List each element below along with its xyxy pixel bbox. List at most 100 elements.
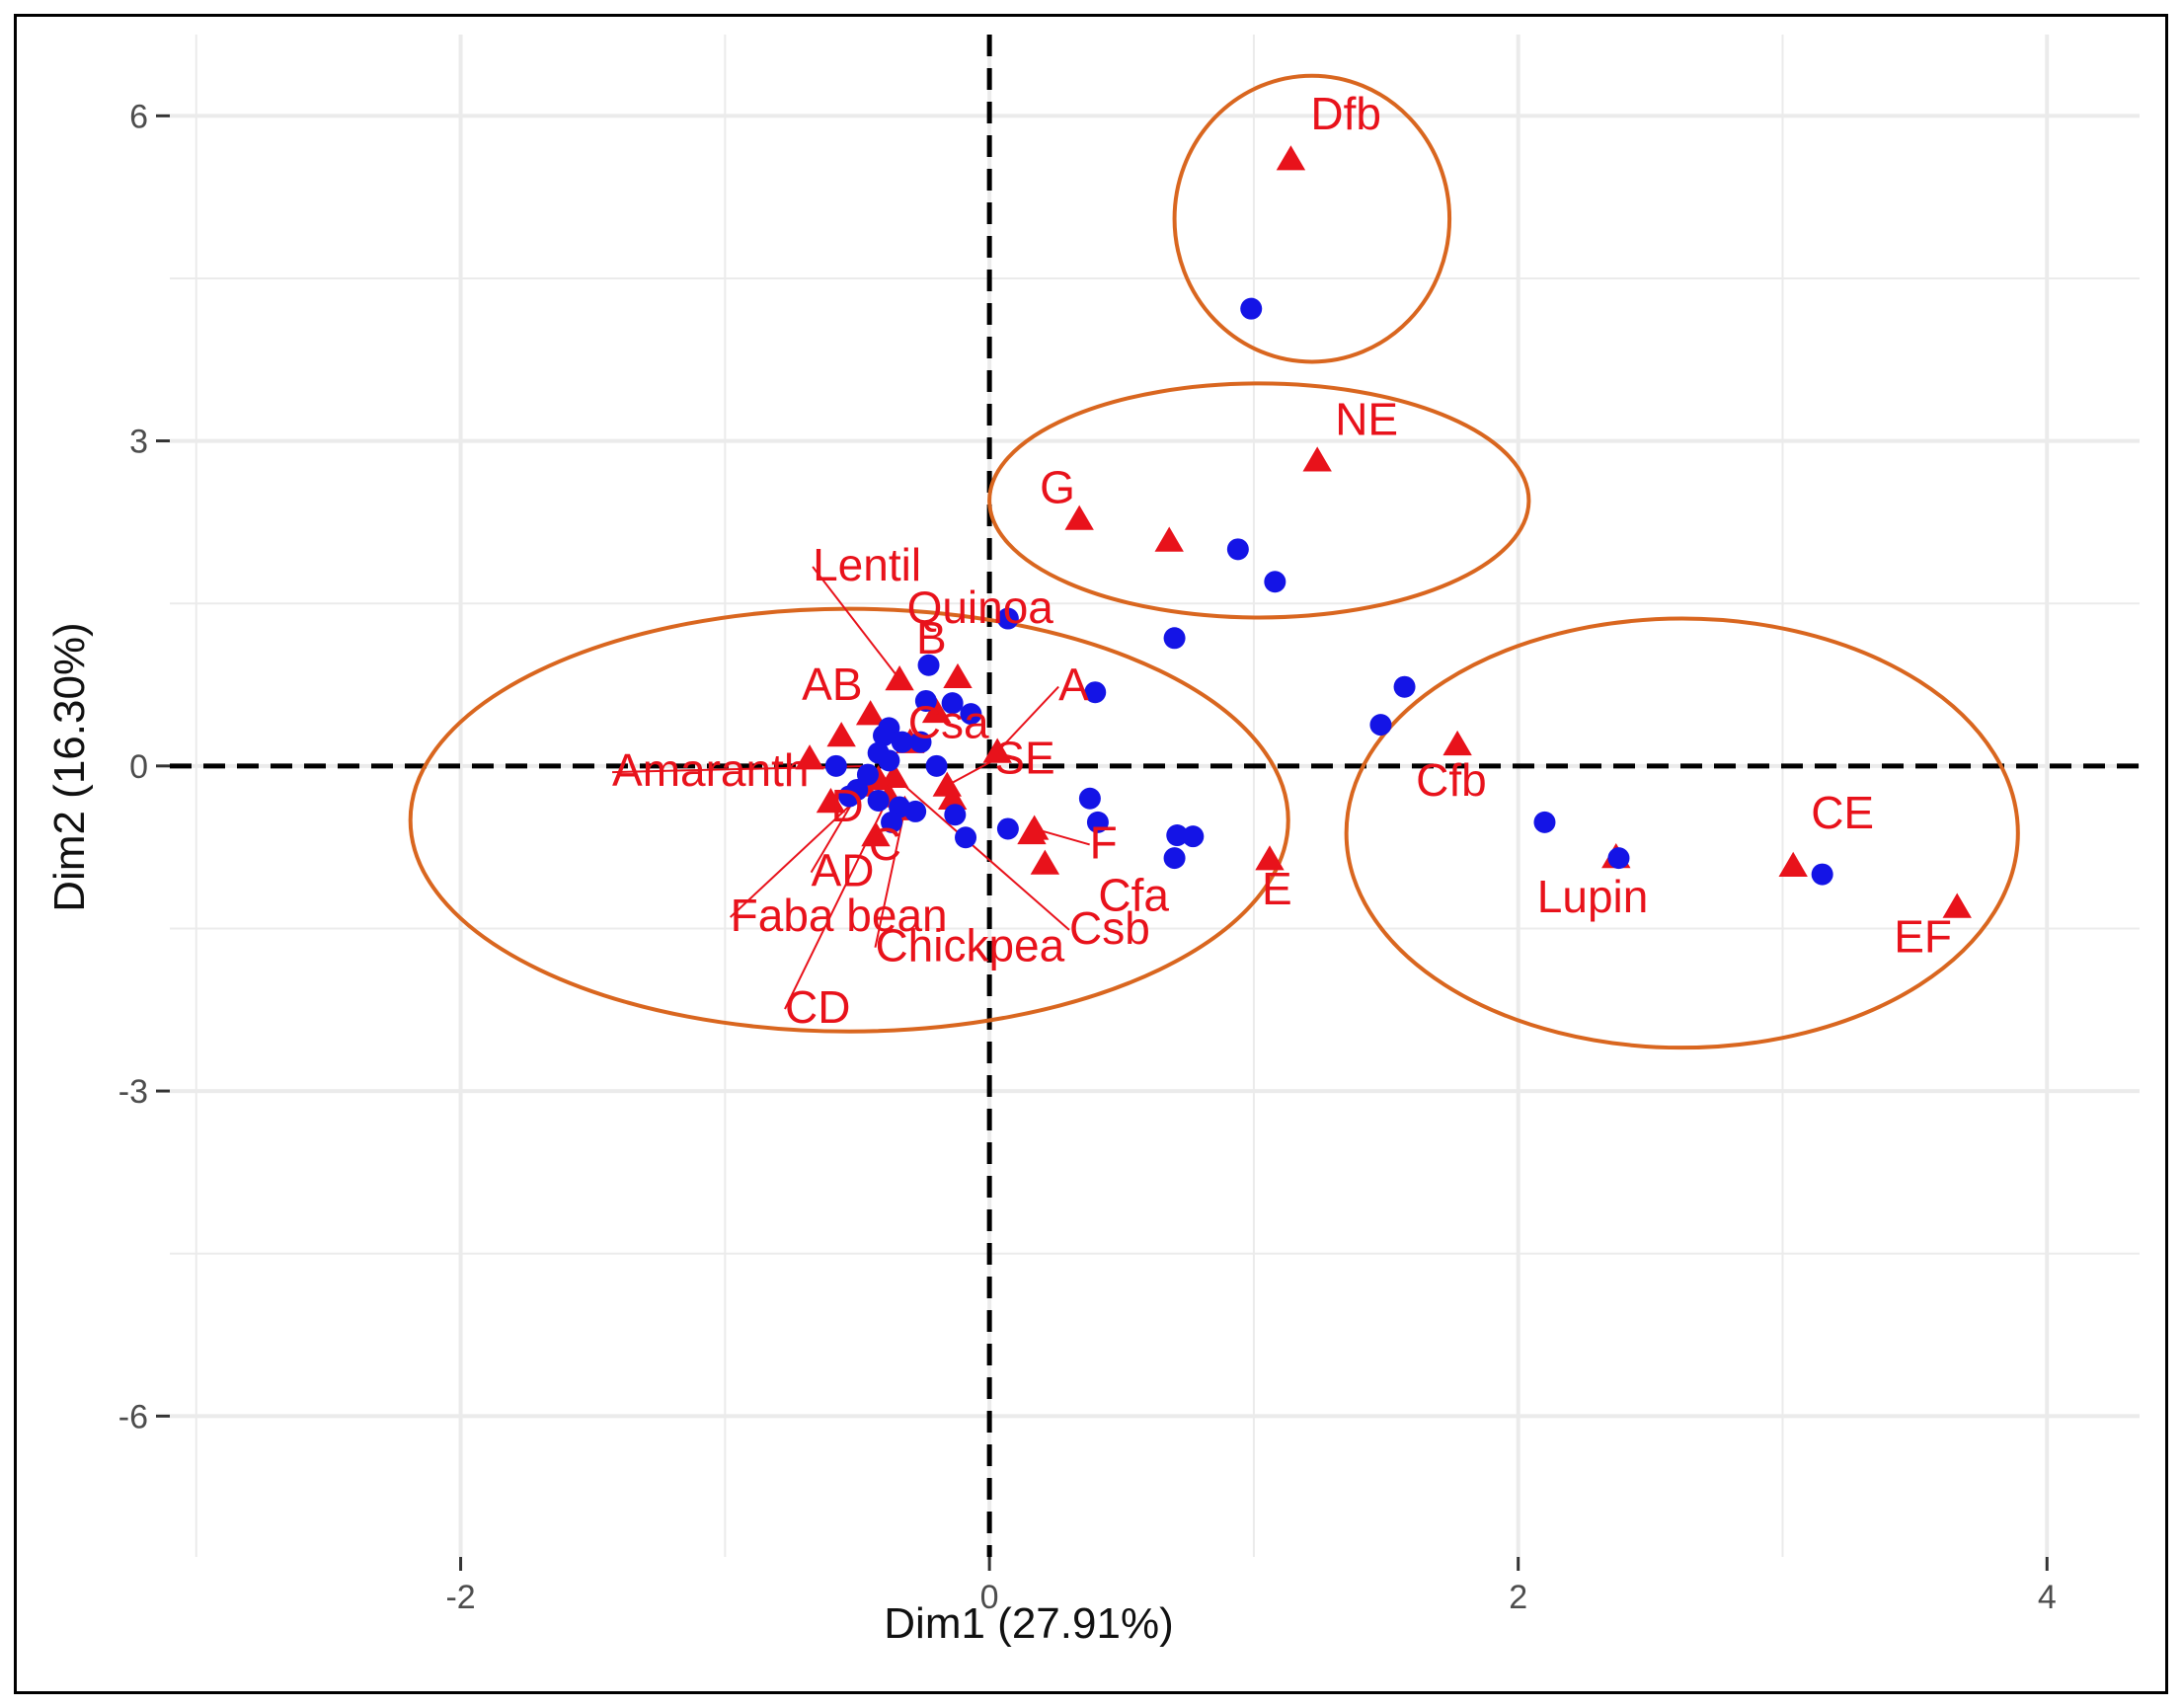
- sample-point-e: [1255, 845, 1285, 871]
- point-label-ce: CE: [1811, 787, 1874, 838]
- variable-point-32: [1182, 825, 1205, 848]
- sample-point-ef: [1942, 893, 1972, 918]
- sample-point-unlabeled-3: [1154, 526, 1184, 552]
- variable-point-16: [878, 749, 900, 772]
- sample-point-c: [880, 762, 909, 788]
- variable-point-9: [941, 692, 964, 715]
- sample-point-amaranth: [795, 744, 824, 770]
- leader-line-lentil: [812, 566, 900, 680]
- variable-point-2: [1226, 538, 1249, 561]
- variable-point-35: [1393, 675, 1416, 698]
- leader-line-a: [996, 685, 1059, 753]
- variable-point-37: [1607, 847, 1630, 870]
- sample-point-d: [816, 788, 846, 814]
- point-label-lentil: Lentil: [813, 539, 921, 590]
- reference-lines: [170, 35, 2140, 1557]
- variable-point-29: [1078, 787, 1101, 810]
- point-label-cfb: Cfb: [1416, 754, 1487, 806]
- point-label-dfb: Dfb: [1310, 88, 1381, 139]
- point-label-e: E: [1262, 863, 1292, 914]
- point-label-lupin: Lupin: [1537, 871, 1649, 922]
- variable-point-19: [856, 763, 879, 786]
- sample-point-ce: [1778, 851, 1808, 877]
- variable-point-17: [824, 754, 847, 777]
- point-label-ef: EF: [1894, 910, 1952, 962]
- variable-point-6: [1084, 681, 1107, 704]
- variable-points: [824, 297, 1833, 886]
- point-label-c: C: [869, 818, 901, 870]
- x-axis-title: Dim1 (27.91%): [884, 1599, 1173, 1648]
- group-ellipse-1: [1172, 73, 1452, 364]
- y-tick-label: -6: [118, 1398, 148, 1436]
- leader-line-se: [946, 758, 995, 787]
- point-label-ad: AD: [812, 845, 875, 896]
- point-label-faba-bean: Faba bean: [731, 890, 948, 941]
- variable-point-30: [1086, 811, 1109, 833]
- variable-point-27: [955, 826, 977, 849]
- x-tick-label: -2: [445, 1579, 475, 1616]
- sample-point-ne: [1302, 446, 1332, 472]
- variable-point-12: [873, 725, 896, 747]
- point-label-quinoa: Quinoa: [907, 582, 1054, 633]
- y-axis-title: Dim2 (16.30%): [45, 622, 94, 911]
- sample-point-quinoa: [921, 697, 952, 724]
- variable-point-14: [909, 731, 932, 753]
- sample-point-dfb: [1276, 145, 1306, 171]
- point-label-csb: Csb: [1069, 902, 1150, 954]
- y-tick-label: 6: [129, 98, 148, 135]
- sample-point-cfa: [1030, 849, 1060, 875]
- sample-point-b: [943, 662, 973, 689]
- major-gridlines: [170, 35, 2140, 1557]
- point-label-f: F: [1090, 816, 1118, 868]
- x-tick-label: 4: [2038, 1579, 2057, 1616]
- sample-points: [795, 145, 1972, 918]
- variable-point-8: [914, 689, 937, 712]
- point-label-d: D: [830, 780, 863, 831]
- sample-point-unlabeled-19: [937, 784, 968, 810]
- variable-point-25: [944, 804, 967, 826]
- variable-point-22: [867, 789, 890, 812]
- sample-point-cfb: [1442, 730, 1472, 756]
- x-tick-label: 0: [980, 1579, 999, 1616]
- variable-point-33: [1163, 847, 1186, 870]
- variable-point-4: [1163, 627, 1186, 650]
- sample-point-g: [1064, 505, 1094, 530]
- group-ellipses: [408, 73, 2020, 1050]
- variable-point-5: [996, 607, 1019, 630]
- variable-point-31: [1166, 824, 1189, 847]
- point-label-se: SE: [994, 733, 1054, 784]
- variable-point-34: [1369, 714, 1392, 737]
- point-label-a: A: [1058, 660, 1089, 711]
- y-tick-label: 0: [129, 748, 148, 786]
- sample-point-ab: [826, 722, 856, 747]
- sample-point-csb: [1017, 818, 1047, 845]
- group-ellipse-4: [1344, 616, 2020, 1050]
- variable-point-3: [1264, 571, 1286, 593]
- variable-point-38: [1811, 863, 1833, 886]
- sample-point-cd: [861, 821, 891, 847]
- variable-point-1: [1240, 297, 1263, 320]
- axis-ticks: -2 0 2 4 -6 -3 0 3 6: [118, 98, 2057, 1616]
- variable-point-7: [917, 654, 940, 676]
- point-label-cfa: Cfa: [1098, 870, 1169, 921]
- variable-point-10: [960, 703, 982, 726]
- point-label-cd: CD: [785, 981, 850, 1033]
- point-label-chickpea: Chickpea: [875, 920, 1064, 971]
- variable-point-26: [881, 811, 903, 833]
- group-ellipse-3: [408, 606, 1290, 1034]
- sample-point-unlabeled-8: [855, 700, 886, 726]
- group-ellipse-2: [987, 381, 1531, 620]
- variable-point-24: [904, 800, 927, 822]
- variable-point-36: [1533, 811, 1556, 833]
- sample-point-lentil: [885, 665, 914, 691]
- leader-line-chickpea: [874, 809, 906, 948]
- minor-gridlines: [170, 35, 2140, 1557]
- figure-frame: -2 0 2 4 -6 -3 0 3 6 Dfb NE G Lentil B Quinoa AB Csa A Am…: [14, 14, 2168, 1694]
- variable-point-28: [996, 817, 1019, 840]
- leader-line-csb: [894, 776, 1070, 931]
- point-label-csa: Csa: [908, 697, 989, 748]
- point-label-ab: AB: [802, 659, 862, 710]
- variable-point-21: [838, 785, 861, 808]
